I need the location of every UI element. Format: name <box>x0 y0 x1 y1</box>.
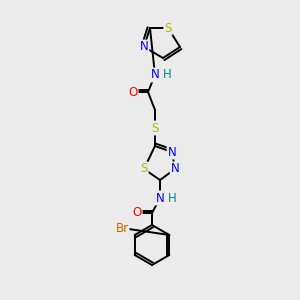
Text: H: H <box>163 68 171 82</box>
Text: S: S <box>164 22 172 34</box>
Text: O: O <box>128 85 138 98</box>
Text: Br: Br <box>116 221 129 235</box>
Text: N: N <box>171 163 179 176</box>
Text: O: O <box>132 206 142 220</box>
Text: N: N <box>151 68 159 82</box>
Text: N: N <box>168 146 176 158</box>
Text: N: N <box>140 40 148 53</box>
Text: S: S <box>140 163 148 176</box>
Text: N: N <box>156 191 164 205</box>
Text: S: S <box>151 122 159 134</box>
Text: H: H <box>168 191 176 205</box>
